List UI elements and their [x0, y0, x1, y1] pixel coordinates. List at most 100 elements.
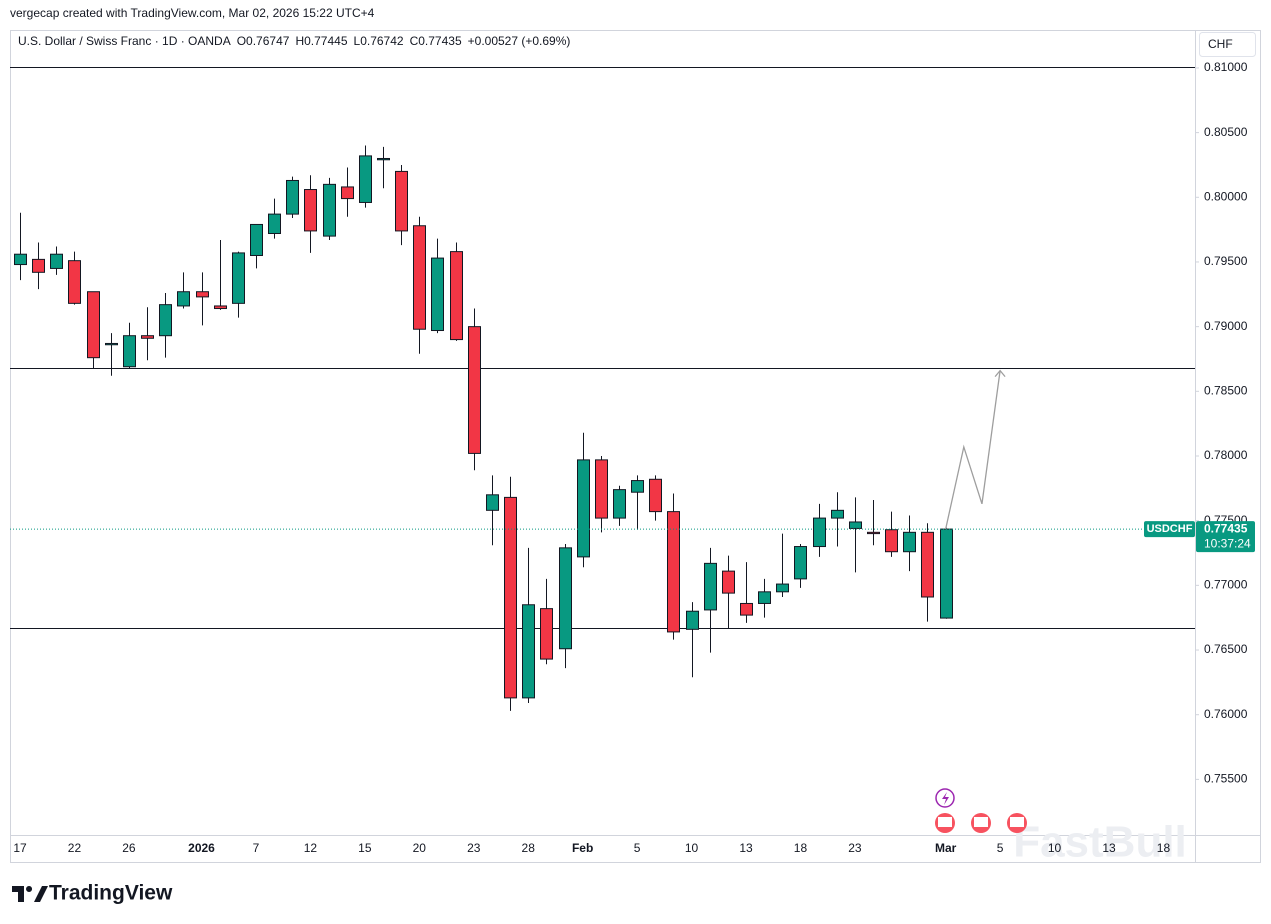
legend-change: +0.00527 (+0.69%) — [468, 34, 571, 48]
y-tick-label: 0.76500 — [1204, 642, 1248, 656]
legend: U.S. Dollar / Swiss Franc · 1D · OANDA O0… — [18, 34, 570, 48]
candle-body — [903, 531, 916, 553]
y-tick-label: 0.80500 — [1204, 125, 1248, 139]
y-tick-label: 0.80000 — [1204, 189, 1248, 203]
candle-body — [921, 531, 934, 598]
candle-body — [867, 531, 880, 535]
currency: CHF — [1208, 37, 1233, 51]
candle-body — [577, 459, 590, 558]
legend-key: C — [410, 34, 419, 48]
flag — [1010, 817, 1024, 827]
x-tick-label: 2026 — [188, 841, 215, 855]
candle-body — [686, 610, 699, 630]
watermark: FastBull — [1013, 818, 1187, 867]
candle-body — [631, 480, 644, 493]
candle-body — [14, 253, 27, 266]
y-tick-label: 0.79000 — [1204, 319, 1248, 333]
candle-body — [341, 186, 354, 200]
event-icons — [935, 788, 1027, 833]
x-tick-label: 12 — [304, 841, 318, 855]
candle-body — [323, 183, 336, 237]
x-tick-label: 17 — [13, 841, 27, 855]
candle-body — [159, 304, 172, 337]
candle-body — [468, 326, 481, 454]
candle-body — [268, 213, 281, 235]
y-tick-label: 0.81000 — [1204, 60, 1248, 74]
x-tick-label: 26 — [122, 841, 136, 855]
x-tick-label: 13 — [739, 841, 753, 855]
candle-body — [504, 496, 517, 699]
y-tick-label: 0.77000 — [1204, 578, 1248, 592]
brand: TradingView — [49, 882, 173, 905]
candle-body — [940, 528, 953, 619]
candle-body — [831, 509, 844, 519]
candle-body — [431, 257, 444, 332]
flag — [974, 817, 988, 827]
legend-value: 0.77445 — [304, 34, 348, 48]
candle-body — [649, 478, 662, 513]
candle-body — [359, 155, 372, 203]
candle-body — [522, 604, 535, 699]
x-tick-label: 15 — [358, 841, 372, 855]
candle-body — [105, 342, 118, 346]
legend-value: 0.76747 — [246, 34, 290, 48]
legend-key: L — [354, 34, 361, 48]
x-tick-label: 18 — [1157, 841, 1171, 855]
candle-body — [413, 225, 426, 330]
candle-body — [794, 546, 807, 580]
candle-body — [177, 291, 190, 307]
candle-body — [849, 521, 862, 529]
x-tick-label: 28 — [522, 841, 536, 855]
candle-body — [395, 170, 408, 232]
x-tick-label: 10 — [1048, 841, 1062, 855]
x-tick-label: 23 — [848, 841, 862, 855]
x-tick-label: 5 — [634, 841, 641, 855]
price-tag — [1196, 521, 1255, 553]
x-tick-label: 20 — [413, 841, 427, 855]
x-tick-label: 7 — [253, 841, 260, 855]
candle-body — [304, 189, 317, 232]
x-tick-label: 23 — [467, 841, 481, 855]
projection-arrowhead — [994, 369, 1006, 378]
symbol-label: USDCHF — [1147, 523, 1193, 535]
candle-body — [813, 517, 826, 548]
brand-logo: TradingView — [12, 882, 173, 905]
candle-body — [196, 291, 209, 298]
flag — [938, 817, 952, 827]
legend-title: U.S. Dollar / Swiss Franc · 1D · OANDA — [18, 34, 231, 48]
event-icon-glyph — [942, 792, 949, 805]
candle-body — [540, 608, 553, 660]
candle-body — [250, 223, 263, 256]
candle-body — [559, 547, 572, 650]
legend-key: H — [295, 34, 304, 48]
candle-body — [740, 602, 753, 616]
projection-line — [945, 370, 1001, 530]
legend-key: O — [237, 34, 246, 48]
candle-body — [486, 494, 499, 511]
candle-body — [776, 583, 789, 593]
x-tick-label: 22 — [68, 841, 82, 855]
x-tick-label: 13 — [1102, 841, 1116, 855]
y-tick-label: 0.78000 — [1204, 448, 1248, 462]
symbol-tag — [1144, 521, 1195, 538]
candle-body — [50, 253, 63, 269]
candle-body — [214, 305, 227, 310]
credit: vergecap created with TradingView.com, M… — [10, 6, 375, 20]
legend-value: 0.76742 — [360, 34, 404, 48]
candle-body — [87, 291, 100, 359]
candle-body — [885, 529, 898, 553]
y-tick-label: 0.79500 — [1204, 254, 1248, 268]
candle-body — [286, 179, 299, 215]
candle-body — [722, 570, 735, 594]
x-tick-label: 18 — [794, 841, 808, 855]
last-price-label: 0.77435 — [1204, 521, 1248, 535]
legend-value: 0.77435 — [418, 34, 462, 48]
candle-body — [68, 260, 81, 304]
currency-box[interactable] — [1199, 32, 1256, 57]
chart-frame — [10, 30, 1261, 863]
x-tick-label: Mar — [935, 841, 957, 855]
x-tick-label: 10 — [685, 841, 699, 855]
y-tick-label: 0.78500 — [1204, 383, 1248, 397]
